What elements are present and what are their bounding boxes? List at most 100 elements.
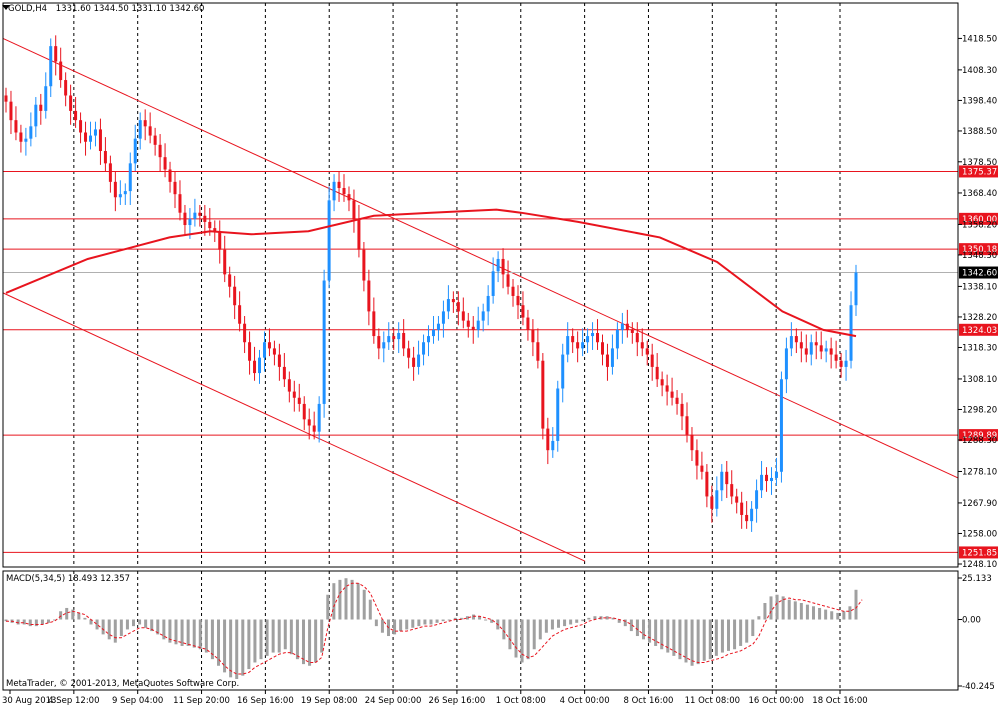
macd-bar (569, 619, 573, 625)
candle-body (774, 471, 778, 478)
macd-y-label: -40.245 (962, 682, 995, 692)
macd-bar (223, 619, 227, 673)
macd-bar (684, 619, 688, 663)
macd-bar (787, 599, 791, 620)
candle-body (625, 323, 629, 330)
level-label: 1251.85 (962, 548, 997, 558)
macd-bar (53, 619, 57, 621)
macd-bar (144, 619, 148, 628)
macd-bar (465, 616, 469, 620)
candle-body (476, 320, 480, 330)
candle-body (526, 317, 530, 330)
candle-body (600, 342, 604, 355)
macd-bar (192, 619, 196, 648)
candle-body (675, 397, 679, 404)
macd-bar (125, 619, 129, 630)
macd-bar (435, 619, 439, 623)
macd-bar (478, 616, 482, 620)
candle-body (839, 360, 843, 367)
candle-body (516, 295, 520, 306)
candle-body (665, 385, 669, 392)
candle-body (645, 348, 649, 355)
y-tick-label: 1348.30 (962, 251, 997, 261)
macd-bar (308, 619, 312, 666)
candle-body (417, 354, 421, 367)
macd-bar (405, 619, 409, 630)
macd-bar (727, 619, 730, 651)
candle-body (685, 416, 689, 435)
macd-bar (751, 619, 755, 637)
macd-bar (217, 619, 220, 666)
candle-body (700, 465, 704, 472)
x-tick-label: 26 Sep 16:00 (429, 696, 486, 706)
candle-body (566, 336, 570, 355)
candle-body (481, 311, 485, 321)
candle-body (69, 95, 73, 111)
chart-symbol: GOLD,H4 (8, 4, 47, 14)
candle-body (327, 200, 331, 281)
macd-bar (107, 619, 111, 640)
candle-body (158, 144, 162, 158)
level-label-box (959, 212, 998, 225)
level-label-box (959, 429, 998, 442)
macd-bar (429, 619, 433, 625)
macd-bar (757, 616, 761, 620)
candle-body (108, 163, 112, 182)
macd-bar (362, 589, 366, 620)
candle-body (193, 212, 197, 219)
candle-body (372, 311, 376, 337)
macd-bar (241, 619, 245, 676)
macd-bar (441, 619, 445, 622)
candle-body (730, 484, 734, 497)
y-tick-label: 1288.30 (962, 436, 997, 446)
candle-body (347, 194, 351, 201)
level-label-box (959, 323, 998, 336)
y-tick-label: 1248.10 (962, 560, 997, 570)
macd-bar (842, 611, 846, 620)
macd-bar (775, 594, 779, 620)
macd-bar (720, 619, 724, 653)
candle-body (322, 280, 326, 404)
price-axis: 1418.50 1408.30 1398.40 1388.50 1378.50 1368.… (958, 34, 997, 570)
candle-body (809, 342, 813, 355)
macd-bar (40, 619, 44, 625)
macd-bar (411, 619, 415, 628)
macd-bar (399, 619, 403, 632)
candle-body (804, 348, 808, 355)
macd-bar (186, 619, 190, 646)
candle-body (596, 332, 600, 343)
dropdown-triangle-icon[interactable] (2, 5, 10, 10)
candle-body (789, 336, 793, 349)
candle-body (337, 181, 341, 189)
candle-body (84, 132, 88, 142)
candle-body (412, 357, 416, 367)
macd-bar (174, 619, 178, 645)
macd-bar (520, 619, 524, 663)
x-tick-label: 24 Sep 00:00 (365, 696, 422, 706)
macd-bar (593, 616, 597, 620)
candle-body (720, 471, 724, 491)
level-label: 1324.03 (962, 326, 997, 336)
macd-bar (648, 619, 652, 643)
macd-bar (805, 604, 809, 620)
candle-body (54, 46, 58, 62)
macd-bar (150, 619, 154, 632)
candle-body (277, 354, 281, 367)
macd-bar (781, 596, 785, 620)
macd-bar (247, 619, 251, 670)
macd-bar (77, 612, 81, 620)
level-label: 1350.18 (962, 245, 997, 255)
macd-bar (472, 614, 475, 620)
macd-bar (156, 619, 160, 635)
candle-body (79, 120, 83, 133)
macd-bar (605, 616, 609, 620)
macd-bar (95, 619, 99, 630)
candle-body (312, 425, 316, 432)
macd-bar (229, 619, 233, 678)
macd-bar (587, 617, 591, 620)
macd-bar (204, 619, 208, 653)
macd-bar (714, 619, 718, 656)
candle-body (59, 61, 63, 81)
candle-body (769, 477, 773, 482)
